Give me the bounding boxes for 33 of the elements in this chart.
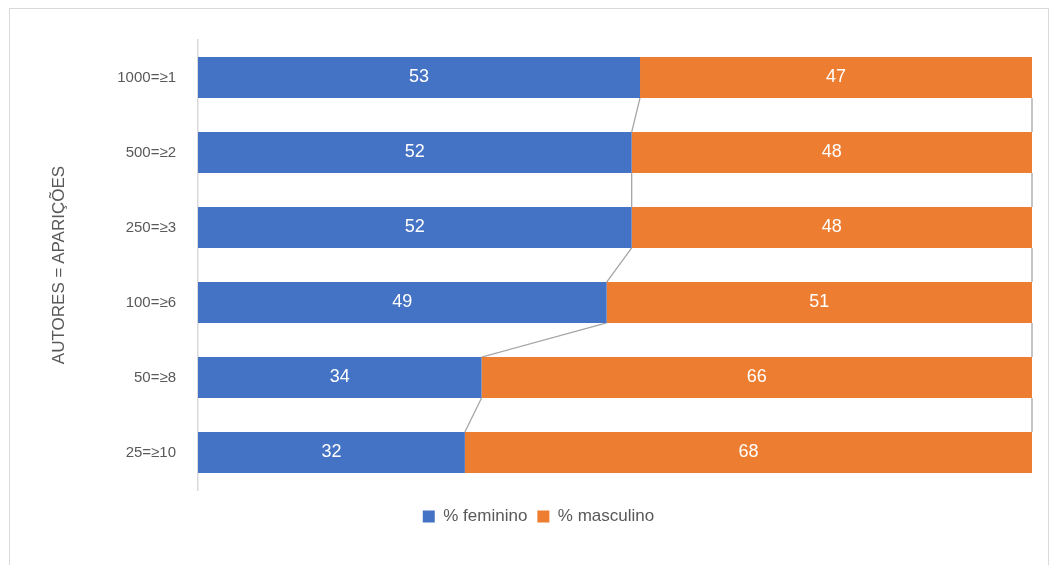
data-label: 51: [809, 291, 830, 312]
bar: [198, 357, 482, 398]
data-label: 52: [404, 141, 425, 162]
bar: [631, 207, 1032, 248]
bar: [640, 57, 1032, 98]
bar: [198, 282, 607, 323]
data-label: 32: [321, 441, 342, 462]
bar: [464, 432, 1032, 473]
data-label: 34: [329, 366, 350, 387]
bar: [198, 57, 641, 98]
y-tick-label: 25=≥10: [125, 442, 176, 460]
bar: [481, 357, 1032, 398]
legend-label: % masculino: [557, 506, 655, 526]
bar: [198, 432, 465, 473]
data-label: 68: [738, 441, 759, 462]
y-tick-label: 1000=≥1: [117, 67, 176, 85]
data-label: 52: [404, 216, 425, 237]
data-label: 47: [825, 66, 847, 87]
legend-label: % feminino: [443, 506, 528, 526]
y-axis-title: AUTORES = APARIÇÕES: [48, 165, 68, 365]
data-label: 48: [821, 216, 842, 237]
y-tick-label: 500=≥2: [125, 142, 176, 160]
data-label: 53: [408, 66, 430, 87]
data-label: 66: [746, 366, 767, 387]
bar: [198, 132, 632, 173]
y-tick-label: 50=≥8: [133, 367, 176, 385]
data-label: 49: [392, 291, 413, 312]
bar: [198, 207, 632, 248]
y-tick-label: 100=≥6: [125, 292, 176, 310]
bar: [606, 282, 1032, 323]
data-label: 48: [821, 141, 842, 162]
bar: [631, 132, 1032, 173]
y-tick-label: 250=≥3: [125, 217, 176, 235]
